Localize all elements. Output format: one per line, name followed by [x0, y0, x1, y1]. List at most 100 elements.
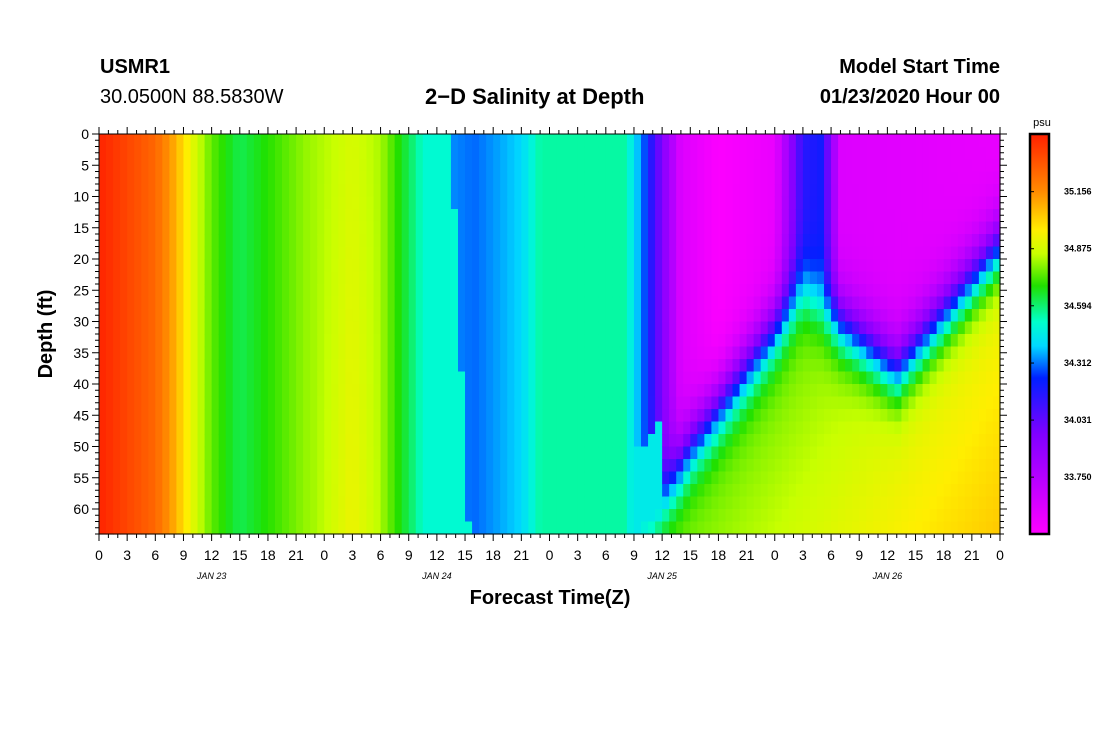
heat-cell: [169, 334, 178, 348]
heat-cell: [683, 496, 691, 510]
heat-cell: [852, 134, 860, 148]
heat-cell: [183, 196, 192, 210]
heat-cell: [373, 234, 382, 248]
heat-cell: [915, 384, 924, 398]
heat-cell: [894, 334, 903, 348]
heat-cell: [605, 446, 614, 460]
heat-cell: [584, 471, 593, 485]
heat-cell: [303, 421, 311, 435]
heat-cell: [465, 246, 473, 260]
heat-cell: [816, 321, 825, 335]
heat-cell: [852, 434, 860, 448]
heat-cell: [591, 459, 600, 473]
heat-cell: [641, 221, 649, 235]
colorbar-unit: psu: [1033, 117, 1051, 129]
heat-cell: [155, 421, 163, 435]
heat-cell: [387, 259, 396, 273]
heat-cell: [394, 146, 403, 160]
heat-cell: [408, 384, 417, 398]
heat-cell: [985, 371, 994, 385]
heat-cell: [380, 221, 389, 235]
heat-cell: [824, 459, 832, 473]
heat-cell: [591, 171, 600, 185]
heat-cell: [648, 459, 656, 473]
heat-cell: [880, 384, 888, 398]
heat-cell: [767, 146, 776, 160]
heat-cell: [577, 234, 586, 248]
heat-cell: [486, 484, 494, 498]
heat-cell: [619, 309, 628, 323]
heat-cell: [662, 209, 670, 223]
heat-cell: [697, 496, 705, 510]
heat-cell: [852, 359, 860, 373]
heat-cell: [774, 484, 783, 498]
heat-cell: [971, 384, 980, 398]
heat-cell: [380, 309, 389, 323]
heat-cell: [809, 421, 818, 435]
heat-cell: [408, 159, 417, 173]
heat-cell: [457, 184, 466, 198]
heat-cell: [908, 134, 917, 148]
heat-cell: [120, 134, 128, 148]
heat-cell: [690, 509, 698, 523]
heat-cell: [838, 271, 846, 285]
heat-cell: [436, 334, 445, 348]
heat-cell: [106, 271, 114, 285]
heat-cell: [901, 246, 910, 260]
heat-cell: [563, 459, 572, 473]
heat-cell: [141, 384, 149, 398]
heat-cell: [978, 484, 987, 498]
heat-cell: [901, 171, 910, 185]
heat-cell: [514, 334, 522, 348]
heat-cell: [915, 234, 924, 248]
heat-cell: [718, 371, 727, 385]
heat-cell: [718, 359, 727, 373]
heat-cell: [866, 346, 874, 360]
heat-cell: [626, 234, 635, 248]
heat-cell: [964, 334, 973, 348]
heat-cell: [739, 421, 748, 435]
heat-cell: [373, 446, 382, 460]
heat-cell: [303, 371, 311, 385]
heat-cell: [922, 271, 931, 285]
heat-cell: [598, 184, 607, 198]
heat-cell: [831, 259, 839, 273]
heat-cell: [556, 184, 565, 198]
heat-cell: [929, 321, 938, 335]
heat-cell: [218, 146, 227, 160]
heat-cell: [746, 234, 755, 248]
heat-cell: [739, 271, 748, 285]
heat-cell: [542, 209, 551, 223]
heat-cell: [626, 209, 635, 223]
heat-cell: [760, 371, 769, 385]
heat-cell: [267, 221, 276, 235]
heat-cell: [584, 484, 593, 498]
heat-cell: [943, 271, 952, 285]
heat-cell: [310, 496, 318, 510]
heat-cell: [655, 521, 663, 535]
heat-cell: [162, 234, 170, 248]
heat-cell: [641, 471, 649, 485]
heat-cell: [746, 159, 755, 173]
heat-cell: [809, 184, 818, 198]
heat-cell: [246, 221, 255, 235]
heat-cell: [303, 496, 311, 510]
heat-cell: [528, 371, 537, 385]
heat-cell: [528, 334, 537, 348]
heat-cell: [648, 284, 656, 298]
heat-cell: [725, 484, 734, 498]
heat-cell: [697, 234, 705, 248]
heat-cell: [943, 221, 952, 235]
heat-cell: [493, 384, 501, 398]
heat-cell: [662, 446, 670, 460]
heat-cell: [500, 446, 508, 460]
heat-cell: [303, 296, 311, 310]
heat-cell: [246, 196, 255, 210]
heat-cell: [598, 446, 607, 460]
heat-cell: [232, 246, 241, 260]
heat-cell: [549, 159, 558, 173]
heat-cell: [169, 396, 178, 410]
heat-cell: [563, 334, 572, 348]
heat-cell: [584, 496, 593, 510]
heat-cell: [429, 334, 438, 348]
